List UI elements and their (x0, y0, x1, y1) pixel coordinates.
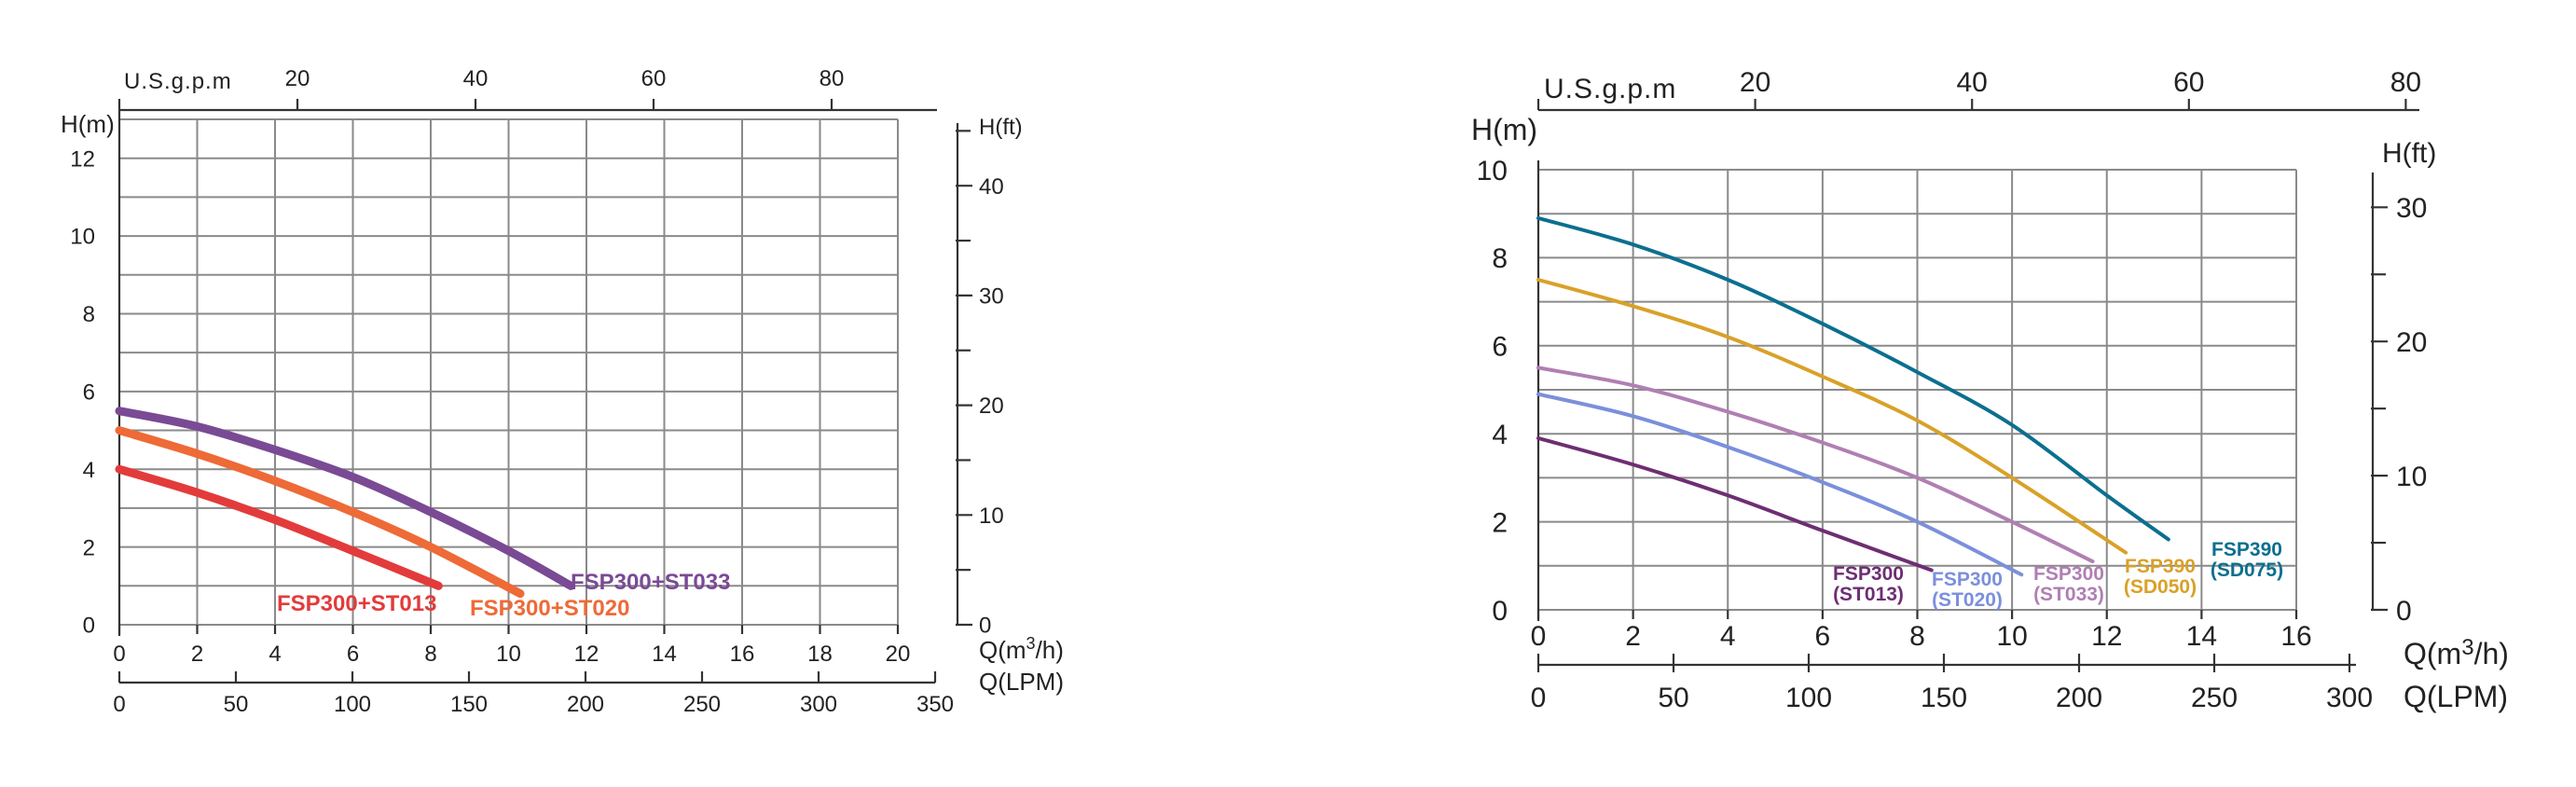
top-tick-label-60: 60 (641, 66, 667, 91)
top-tick-label-80: 80 (2390, 67, 2421, 98)
y-tick-label-6: 6 (83, 380, 95, 405)
right-axis-title: H(ft) (2382, 138, 2436, 169)
x-tick-label-14: 14 (2186, 621, 2217, 652)
top-tick-label-20: 20 (1740, 67, 1770, 98)
lpm-tick-label-0: 0 (1531, 683, 1547, 713)
y-tick-label-0: 0 (1492, 596, 1508, 627)
top-tick-label-40: 40 (1957, 67, 1988, 98)
top-tick-label-40: 40 (463, 66, 489, 91)
x-tick-label-12: 12 (574, 642, 599, 667)
right-tick-label-10: 10 (979, 504, 1004, 529)
y-tick-label-6: 6 (1492, 332, 1508, 363)
series-curve-1 (1536, 392, 2024, 577)
y-tick-label-2: 2 (83, 535, 95, 560)
lpm-tick-label-100: 100 (334, 692, 371, 717)
lpm-tick-label-200: 200 (567, 692, 604, 717)
y-tick-label-8: 8 (83, 302, 95, 327)
x-tick-label-6: 6 (347, 642, 359, 667)
lpm-tick-label-250: 250 (2191, 683, 2238, 713)
lpm-tick-label-50: 50 (224, 692, 249, 717)
lpm-tick-label-50: 50 (1658, 683, 1688, 713)
lpm-tick-label-300: 300 (800, 692, 837, 717)
lpm-axis-title: Q(LPM) (2404, 680, 2508, 713)
x-tick-label-10: 10 (1996, 621, 2027, 652)
lpm-axis-title: Q(LPM) (979, 668, 1064, 696)
top-axis-title: U.S.g.p.m (1544, 74, 1676, 104)
lpm-tick-label-200: 200 (2056, 683, 2102, 713)
series-label-0: FSP300 (ST013) (1833, 563, 1904, 605)
right-tick-label-10: 10 (2396, 462, 2427, 492)
x-tick-label-16: 16 (730, 642, 755, 667)
x-tick-label-12: 12 (2091, 621, 2122, 652)
y-axis-title: H(m) (61, 110, 115, 138)
right-tick-label-20: 20 (979, 394, 1004, 419)
top-tick-label-20: 20 (285, 66, 310, 91)
y-tick-label-2: 2 (1492, 507, 1508, 538)
x-tick-label-16: 16 (2280, 621, 2311, 652)
right-tick-label-20: 20 (2396, 327, 2427, 358)
y-tick-label-10: 10 (1477, 156, 1508, 186)
series-curve-2 (1536, 366, 2095, 564)
x-tick-label-14: 14 (652, 642, 677, 667)
x-tick-label-0: 0 (113, 642, 125, 667)
y-tick-label-8: 8 (1492, 243, 1508, 274)
x-axis-title: Q(m3/h) (979, 634, 1064, 664)
right-tick-label-30: 30 (2396, 193, 2427, 224)
y-axis-title: H(m) (1471, 113, 1537, 146)
x-tick-label-8: 8 (424, 642, 436, 667)
right-tick-label-30: 30 (979, 284, 1004, 310)
x-tick-label-2: 2 (191, 642, 203, 667)
lpm-tick-label-150: 150 (450, 692, 488, 717)
y-tick-label-0: 0 (83, 614, 95, 639)
x-tick-label-4: 4 (269, 642, 281, 667)
y-tick-label-12: 12 (70, 146, 95, 172)
x-tick-label-20: 20 (886, 642, 911, 667)
x-tick-label-18: 18 (807, 642, 833, 667)
x-tick-label-8: 8 (1909, 621, 1925, 652)
lpm-tick-label-250: 250 (683, 692, 721, 717)
x-tick-label-0: 0 (1531, 621, 1547, 652)
x-tick-label-6: 6 (1815, 621, 1831, 652)
top-axis-title: U.S.g.p.m (124, 69, 232, 94)
lpm-tick-label-300: 300 (2326, 683, 2373, 713)
right-tick-label-40: 40 (979, 174, 1004, 200)
x-tick-label-4: 4 (1720, 621, 1736, 652)
right-tick-label-0: 0 (979, 614, 991, 639)
top-tick-label-80: 80 (820, 66, 845, 91)
y-tick-label-4: 4 (1492, 420, 1508, 450)
series-label-1: FSP300 (ST020) (1932, 569, 2003, 611)
lpm-tick-label-0: 0 (113, 692, 125, 717)
series-curve-0 (115, 464, 443, 590)
y-tick-label-10: 10 (70, 225, 95, 250)
series-label-1: FSP300+ST020 (470, 596, 629, 621)
series-label-0: FSP300+ST013 (277, 591, 436, 616)
lpm-tick-label-100: 100 (1785, 683, 1832, 713)
series-curve-3 (1536, 278, 2128, 555)
series-curve-2 (115, 407, 575, 590)
top-tick-label-60: 60 (2173, 67, 2204, 98)
right-tick-label-0: 0 (2396, 596, 2412, 627)
series-label-3: FSP390 (SD050) (2124, 556, 2197, 598)
series-label-4: FSP390 (SD075) (2211, 539, 2283, 581)
chart-left-fsp300: 0 2 4 6 8 10 12 0 2 4 6 8 10 12 14 16 18 20 H(m) Q(m3/h) U.S… (61, 66, 1064, 717)
x-tick-label-2: 2 (1625, 621, 1641, 652)
x-tick-label-10: 10 (496, 642, 521, 667)
y-tick-label-4: 4 (83, 458, 95, 483)
series-curve-0 (1536, 435, 1934, 573)
x-axis-title: Q(m3/h) (2404, 635, 2509, 670)
series-curve-4 (1536, 215, 2170, 542)
right-axis-title: H(ft) (979, 115, 1023, 140)
series-label-2: FSP300+ST033 (571, 570, 730, 595)
series-curve-1 (115, 426, 525, 599)
lpm-tick-label-350: 350 (916, 692, 954, 717)
lpm-tick-label-150: 150 (1921, 683, 1967, 713)
series-label-2: FSP300 (ST033) (2033, 563, 2104, 605)
